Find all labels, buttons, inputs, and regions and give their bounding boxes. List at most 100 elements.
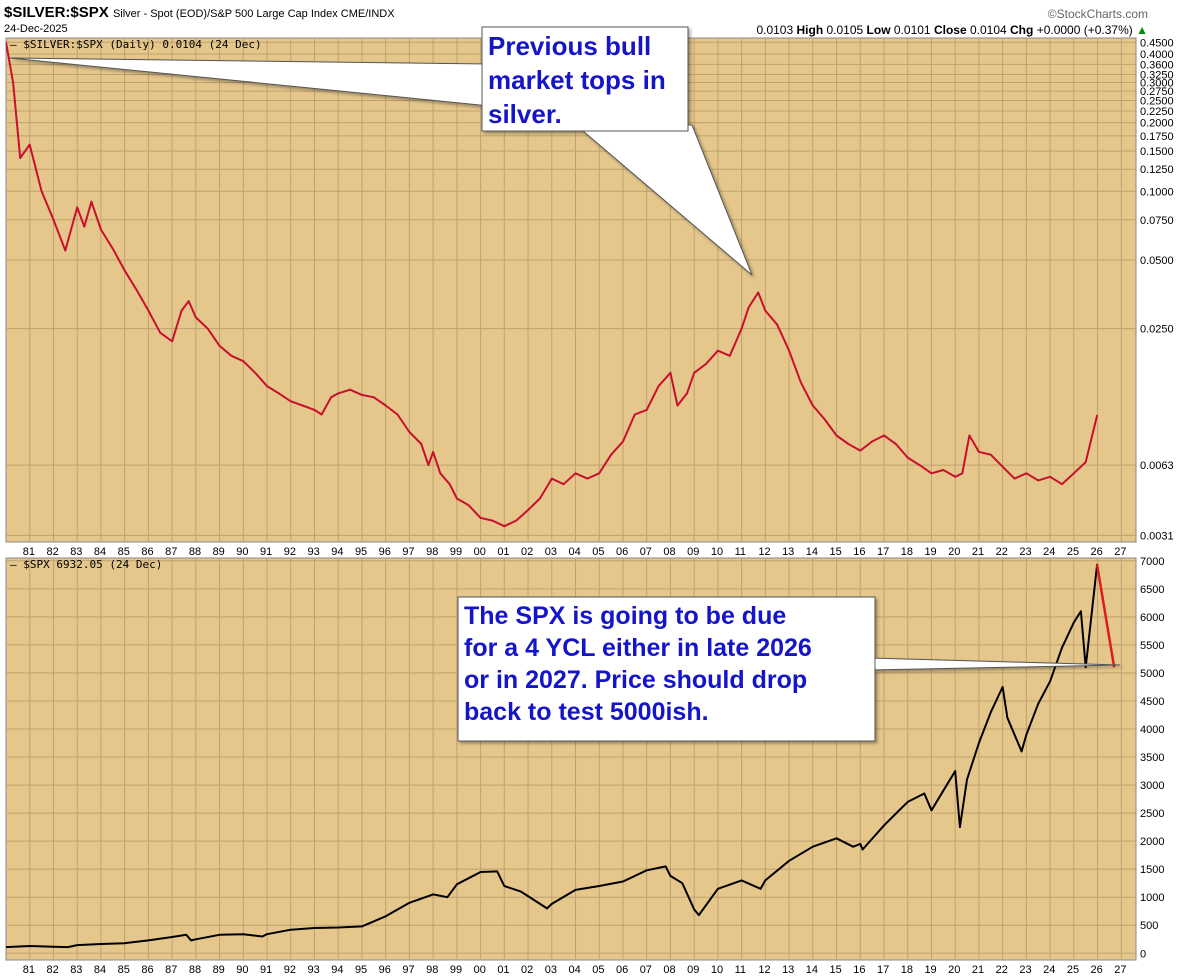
ratio-data-point bbox=[740, 327, 743, 330]
ratio-y-tick-label: 0.4000 bbox=[1140, 49, 1174, 61]
spx-y-tick-label: 6000 bbox=[1140, 612, 1164, 624]
ratio-y-tick-label: 0.2500 bbox=[1140, 96, 1174, 108]
ratio-y-tick-label: 0.0500 bbox=[1140, 255, 1174, 267]
ratio-x-tick-label: 27 bbox=[1114, 546, 1126, 558]
ratio-data-point bbox=[574, 472, 577, 475]
symbol: $SILVER:$SPX bbox=[4, 4, 109, 21]
spx-data-point bbox=[550, 903, 553, 905]
ratio-data-point bbox=[337, 392, 340, 395]
ratio-data-point bbox=[277, 392, 280, 395]
spx-data-point bbox=[835, 837, 838, 840]
ratio-series-line bbox=[6, 42, 1099, 528]
ratio-data-point bbox=[254, 371, 257, 374]
high-label: High bbox=[796, 23, 824, 37]
projection-line bbox=[1095, 564, 1116, 668]
ratio-data-point bbox=[90, 200, 93, 203]
ratio-y-tick-label: 0.1000 bbox=[1140, 186, 1174, 198]
spx-data-point bbox=[147, 939, 150, 942]
spx-data-point bbox=[185, 933, 188, 936]
ratio-data-point bbox=[76, 206, 79, 209]
ratio-data-point bbox=[187, 300, 190, 303]
spx-x-tick-label: 03 bbox=[545, 964, 557, 976]
spx-y-tick-label: 4500 bbox=[1140, 696, 1164, 708]
ratio-y-tick-label: 0.0750 bbox=[1140, 215, 1174, 227]
ratio-x-tick-label: 05 bbox=[592, 546, 604, 558]
ratio-y-tick-label: 0.3250 bbox=[1140, 70, 1174, 82]
ratio-x-tick-label: 23 bbox=[1019, 546, 1031, 558]
spx-data-point bbox=[1020, 750, 1023, 753]
ratio-data-point bbox=[408, 431, 411, 433]
spx-data-point bbox=[959, 826, 961, 829]
spx-y-tick-label: 2000 bbox=[1140, 836, 1164, 848]
ratio-data-point bbox=[349, 388, 351, 391]
ratio-x-tick-label: 83 bbox=[70, 546, 82, 558]
ratio-data-point bbox=[432, 451, 435, 453]
ratio-data-point bbox=[491, 519, 494, 522]
spx-data-point bbox=[645, 869, 648, 872]
ratio-data-point bbox=[610, 453, 613, 456]
chart-title: $SILVER:$SPX Silver - Spot (EOD)/S&P 500… bbox=[4, 4, 395, 21]
ratio-data-point bbox=[527, 509, 529, 512]
ratio-data-point bbox=[669, 371, 672, 374]
spx-data-point bbox=[266, 933, 268, 936]
ratio-data-point bbox=[159, 331, 162, 334]
callout-spx-forecast-box bbox=[457, 596, 876, 742]
ratio-data-point bbox=[676, 404, 679, 407]
spx-data-point bbox=[313, 927, 316, 929]
ratio-x-tick-label: 98 bbox=[426, 546, 438, 558]
ratio-data-point bbox=[64, 249, 67, 252]
ratio-y-tick-label: 0.1250 bbox=[1140, 164, 1174, 176]
close-label: Close bbox=[933, 23, 967, 37]
spx-data-point bbox=[861, 848, 864, 851]
ratio-x-tick-label: 03 bbox=[545, 546, 557, 558]
spx-data-point bbox=[446, 896, 449, 899]
callout-spx-forecast bbox=[457, 596, 1121, 742]
spx-data-point bbox=[242, 933, 245, 936]
ratio-data-point bbox=[978, 451, 980, 453]
ratio-x-tick-label: 10 bbox=[711, 546, 723, 558]
ratio-data-point bbox=[954, 475, 957, 478]
ratio-y-tick-label: 0.1500 bbox=[1140, 146, 1174, 158]
open-value: 0.0103 bbox=[756, 23, 794, 37]
spx-x-tick-label: 89 bbox=[213, 964, 225, 976]
spx-data-point bbox=[966, 778, 968, 781]
ratio-data-point bbox=[871, 440, 874, 443]
ratio-data-point bbox=[266, 385, 268, 387]
spx-data-point bbox=[930, 809, 933, 812]
ratio-data-point bbox=[427, 464, 430, 467]
ratio-data-point bbox=[693, 371, 696, 374]
spx-x-tick-label: 19 bbox=[924, 964, 936, 976]
ratio-data-point bbox=[586, 477, 589, 480]
spx-x-tick-label: 87 bbox=[165, 964, 177, 976]
spx-data-point bbox=[1049, 680, 1051, 683]
ratio-data-point bbox=[83, 225, 86, 228]
ratio-data-point bbox=[171, 340, 174, 343]
ratio-data-point bbox=[894, 443, 897, 445]
ratio-x-tick-label: 20 bbox=[948, 546, 960, 558]
ratio-x-tick-label: 06 bbox=[616, 546, 628, 558]
ratio-data-point bbox=[705, 363, 707, 365]
spx-data-point bbox=[546, 907, 548, 910]
high-value: 0.0105 bbox=[826, 23, 864, 37]
ratio-data-point bbox=[230, 354, 233, 357]
spx-x-tick-label: 12 bbox=[758, 964, 770, 976]
spx-data-point bbox=[989, 711, 992, 714]
spx-x-tick-label: 85 bbox=[118, 964, 130, 976]
spx-data-point bbox=[361, 925, 363, 928]
ratio-x-tick-label: 99 bbox=[450, 546, 462, 558]
ratio-x-tick-label: 14 bbox=[806, 546, 818, 558]
ratio-x-tick-label: 88 bbox=[189, 546, 201, 558]
ratio-data-point bbox=[12, 81, 15, 84]
spx-y-tick-label: 3500 bbox=[1140, 752, 1164, 764]
spx-data-point bbox=[622, 880, 624, 883]
spx-x-tick-label: 22 bbox=[996, 964, 1008, 976]
ratio-data-point bbox=[788, 349, 790, 352]
callout-silver-tops-box bbox=[481, 26, 689, 132]
spx-y-tick-label: 0 bbox=[1140, 948, 1146, 960]
spx-x-tick-label: 98 bbox=[426, 964, 438, 976]
spx-data-point bbox=[883, 824, 885, 827]
ratio-x-tick-label: 26 bbox=[1091, 546, 1103, 558]
ratio-data-point bbox=[1049, 475, 1051, 478]
spx-x-tick-label: 23 bbox=[1019, 964, 1031, 976]
